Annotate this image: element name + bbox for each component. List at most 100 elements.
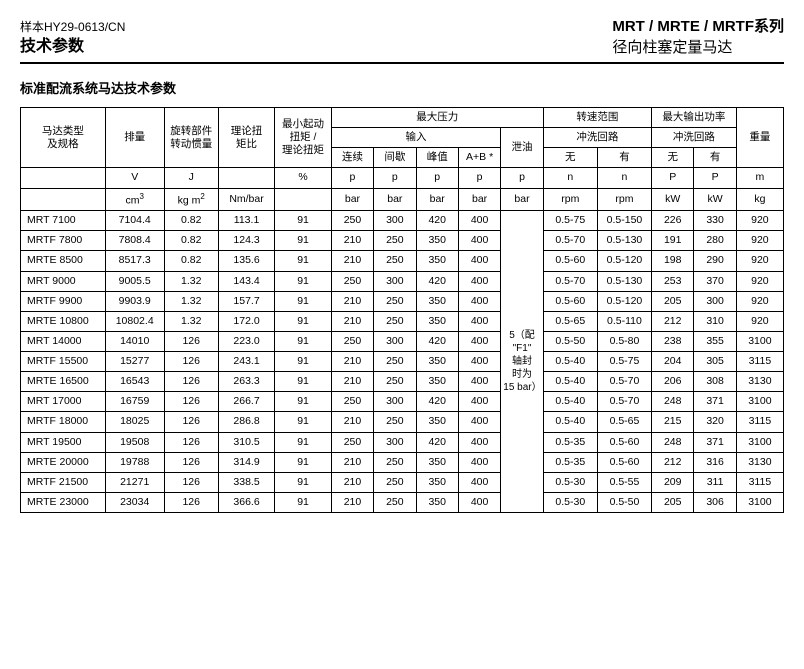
sym-p2: p (374, 168, 416, 188)
cell: 250 (331, 331, 373, 351)
cell: 206 (652, 372, 694, 392)
cell: 420 (416, 211, 458, 231)
cell: 143.4 (218, 271, 275, 291)
cell: 7104.4 (105, 211, 164, 231)
cell: 370 (694, 271, 736, 291)
cell: 250 (331, 211, 373, 231)
cell: 0.82 (164, 211, 218, 231)
hdr-speed-yes: 有 (597, 148, 651, 168)
series-title: MRT / MRTE / MRTF系列 (612, 16, 784, 37)
cell: 113.1 (218, 211, 275, 231)
unit-rpm1: rpm (543, 188, 597, 211)
sym-p1: p (331, 168, 373, 188)
cell: 0.5-75 (597, 352, 651, 372)
cell: 0.5-75 (543, 211, 597, 231)
cell: 350 (416, 251, 458, 271)
cell: MRTF 21500 (21, 472, 106, 492)
table-row: MRT 71007104.40.82113.1912503004204005（配… (21, 211, 784, 231)
cell: 126 (164, 412, 218, 432)
cell: MRTE 20000 (21, 452, 106, 472)
cell: 210 (331, 352, 373, 372)
cell: 0.5-40 (543, 392, 597, 412)
cell: 314.9 (218, 452, 275, 472)
cell: 920 (736, 271, 783, 291)
cell: 0.5-70 (597, 392, 651, 412)
cell: 250 (331, 432, 373, 452)
hdr-peak: 峰值 (416, 148, 458, 168)
cell: 300 (374, 432, 416, 452)
cell: 400 (458, 372, 500, 392)
unit-cm3: cm3 (105, 188, 164, 211)
cell: 0.5-35 (543, 432, 597, 452)
cell: 350 (416, 492, 458, 512)
cell: 126 (164, 352, 218, 372)
cell: 300 (374, 392, 416, 412)
cell: 400 (458, 291, 500, 311)
cell: 91 (275, 352, 332, 372)
cell: 338.5 (218, 472, 275, 492)
cell: 0.5-60 (597, 452, 651, 472)
cell: 920 (736, 211, 783, 231)
cell: 223.0 (218, 331, 275, 351)
cell: 300 (374, 331, 416, 351)
cell: 0.82 (164, 251, 218, 271)
cell: 371 (694, 392, 736, 412)
cell: 226 (652, 211, 694, 231)
hdr-min-start: 最小起动扭矩 /理论扭矩 (275, 108, 332, 168)
cell: 355 (694, 331, 736, 351)
cell: 126 (164, 392, 218, 412)
cell: 350 (416, 452, 458, 472)
cell: 1.32 (164, 311, 218, 331)
cell: 3100 (736, 492, 783, 512)
cell: 3100 (736, 392, 783, 412)
cell: 400 (458, 452, 500, 472)
cell: 210 (331, 231, 373, 251)
cell: 210 (331, 311, 373, 331)
cell: 91 (275, 331, 332, 351)
table-row: MRTE 1650016543126263.3912102503504000.5… (21, 372, 784, 392)
cell: 400 (458, 352, 500, 372)
cell: 1.32 (164, 271, 218, 291)
cell: 350 (416, 311, 458, 331)
cell: 420 (416, 271, 458, 291)
hdr-inter: 间歇 (374, 148, 416, 168)
cell: 16543 (105, 372, 164, 392)
cell: 91 (275, 231, 332, 251)
cell: 3115 (736, 352, 783, 372)
doc-code: 样本HY29-0613/CN (20, 19, 125, 36)
sym-n1: n (543, 168, 597, 188)
cell: 0.5-130 (597, 271, 651, 291)
cell: MRT 19500 (21, 432, 106, 452)
cell: 0.5-70 (543, 271, 597, 291)
cell: 205 (652, 291, 694, 311)
table-row: MRT 1400014010126223.0912503004204000.5-… (21, 331, 784, 351)
cell: 1.32 (164, 291, 218, 311)
header-left: 样本HY29-0613/CN 技术参数 (20, 19, 125, 58)
cell: 400 (458, 331, 500, 351)
hdr-disp: 排量 (105, 108, 164, 168)
cell: 10802.4 (105, 311, 164, 331)
cell: 306 (694, 492, 736, 512)
drain-note-cell: 5（配"F1"轴封时为15 bar） (501, 211, 543, 513)
cell: 350 (416, 352, 458, 372)
cell: 250 (374, 452, 416, 472)
unit-blank2 (275, 188, 332, 211)
cell: 0.5-70 (543, 231, 597, 251)
doc-title: 技术参数 (20, 36, 125, 58)
cell: 91 (275, 251, 332, 271)
cell: MRTF 15500 (21, 352, 106, 372)
cell: 400 (458, 492, 500, 512)
cell: MRTF 9900 (21, 291, 106, 311)
hdr-inertia: 旋转部件转动惯量 (164, 108, 218, 168)
cell: 0.5-60 (543, 251, 597, 271)
cell: MRTF 7800 (21, 231, 106, 251)
unit-bar4: bar (458, 188, 500, 211)
sym-p5: p (501, 168, 543, 188)
cell: 0.5-70 (597, 372, 651, 392)
cell: 91 (275, 271, 332, 291)
cell: 212 (652, 452, 694, 472)
cell: 91 (275, 492, 332, 512)
cell: 420 (416, 392, 458, 412)
unit-bar2: bar (374, 188, 416, 211)
sym-pct: % (275, 168, 332, 188)
